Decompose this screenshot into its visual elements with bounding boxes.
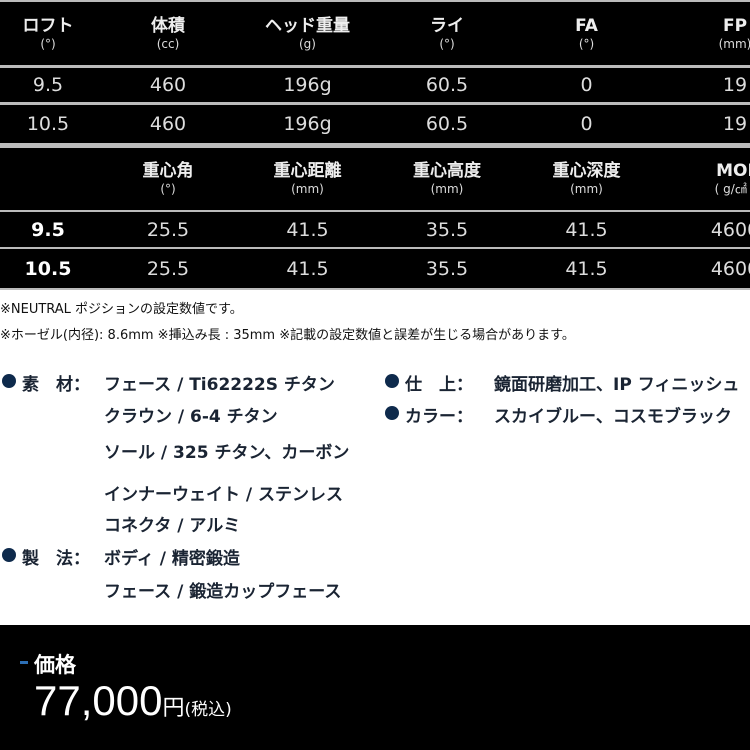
header-cell: 重心高度 (mm) <box>392 148 502 210</box>
table-cell: 35.5 <box>425 257 469 280</box>
price-label: 価格 <box>34 653 76 677</box>
table-header: ロフト (°) 体積 (cc) ヘッド重量 (g) ライ (°) FA (°) FP (mm) <box>0 2 750 65</box>
table-row: 9.5 25.5 41.5 35.5 41.5 4600 <box>0 212 750 247</box>
table-cell: 0 <box>580 113 593 135</box>
material-value: インナーウェイト / ステンレス <box>104 485 344 505</box>
header-title: FP <box>722 15 748 36</box>
header-unit: (mm) <box>430 182 464 196</box>
table-cell: 19 <box>722 74 748 96</box>
header-cell: FP (mm) <box>680 2 750 65</box>
table-cell: 0 <box>580 74 593 96</box>
header-unit: (mm) <box>570 182 603 196</box>
table-cell: 41.5 <box>565 218 608 241</box>
header-unit: (cc) <box>156 36 180 51</box>
header-cell: FA (°) <box>532 2 642 65</box>
table-cell: 10.5 <box>26 113 70 135</box>
price-unit: 円 <box>162 696 185 721</box>
header-unit: (°) <box>439 36 455 51</box>
bullet-icon <box>385 374 399 388</box>
price-section: 価格 77,000円(税込) <box>0 625 750 750</box>
table-cell: 196g <box>283 113 332 135</box>
header-title: 重心高度 <box>413 161 481 181</box>
table-cell: 60.5 <box>425 74 469 96</box>
table-cell: 9.5 <box>31 218 65 241</box>
table-cell: 19 <box>722 113 748 135</box>
table-cell: 196g <box>283 74 332 96</box>
header-unit: (°) <box>40 36 56 51</box>
table-row: 10.5 460 196g 60.5 0 19 <box>0 105 750 143</box>
header-cell: ロフト (°) <box>0 2 103 65</box>
header-title: 重心深度 <box>552 161 621 181</box>
header-cell: 体積 (cc) <box>113 2 223 65</box>
table-row: 10.5 25.5 41.5 35.5 41.5 4600 <box>0 249 750 288</box>
header-title: 体積 <box>151 15 185 36</box>
header-unit: (°) <box>160 182 176 196</box>
price-amount: 77,000 <box>34 677 163 724</box>
header-title: 重心角 <box>142 161 194 181</box>
header-cell: ライ (°) <box>392 2 502 65</box>
note-hosel: ※ホーゼル(内径): 8.6mm ※挿込み長 : 35mm ※記載の設定数値と誤… <box>0 328 575 343</box>
table-cell: 460 <box>149 113 187 135</box>
color-value: スカイブルー、コスモブラック <box>494 407 732 427</box>
accent-dash-icon <box>20 661 28 664</box>
material-label: 素 材： <box>22 375 90 395</box>
header-cell: ヘッド重量 (g) <box>253 2 363 65</box>
material-value: フェース / Ti62222S チタン <box>104 375 335 395</box>
material-value: ソール / 325 チタン、カーボン <box>104 443 350 463</box>
table-cell: 35.5 <box>425 218 469 241</box>
table-cell: 25.5 <box>146 218 190 241</box>
table-header: 重心角(°)重心距離(mm)重心高度(mm)重心深度(mm)MOI( g/㎠ ) <box>0 148 750 210</box>
table-cell: 9.5 <box>32 74 64 96</box>
note-neutral: ※NEUTRAL ポジションの設定数値です。 <box>0 302 243 317</box>
finish-label: 仕 上： <box>405 375 473 395</box>
header-cell <box>0 148 103 210</box>
material-value: クラウン / 6-4 チタン <box>104 407 278 427</box>
price-tax: (税込) <box>184 700 232 720</box>
method-value: ボディ / 精密鍛造 <box>104 549 240 569</box>
table-cell: 460 <box>149 74 187 96</box>
header-title: MOI <box>716 161 750 181</box>
material-value: コネクタ / アルミ <box>104 516 241 536</box>
spec-tables: ロフト (°) 体積 (cc) ヘッド重量 (g) ライ (°) FA (°) FP (mm) 9.5 4… <box>0 0 750 290</box>
header-unit: (mm) <box>718 36 750 51</box>
method-value: フェース / 鍛造カップフェース <box>104 582 342 602</box>
table-cell: 41.5 <box>286 218 329 241</box>
table-cell: 4600 <box>710 218 750 241</box>
table-cell: 41.5 <box>565 257 608 280</box>
header-cell: MOI( g/㎠ ) <box>680 148 750 210</box>
header-cell: 重心深度 (mm) <box>532 148 642 210</box>
header-unit: (mm) <box>291 182 324 196</box>
table-cell: 10.5 <box>24 257 72 280</box>
header-cell: 重心距離 (mm) <box>253 148 363 210</box>
bullet-icon <box>385 406 399 420</box>
table-cell: 41.5 <box>286 257 329 280</box>
header-title: FA <box>575 15 598 36</box>
header-cell: 重心角 (°) <box>113 148 223 210</box>
header-unit: ( g/㎠ ) <box>714 182 750 196</box>
header-title: ライ <box>430 15 464 36</box>
header-title: 重心距離 <box>273 161 342 181</box>
bullet-icon <box>2 374 16 388</box>
bullet-icon <box>2 548 16 562</box>
table-row: 9.5 460 196g 60.5 0 19 <box>0 68 750 102</box>
table-cell: 25.5 <box>146 257 190 280</box>
method-label: 製 法： <box>22 549 90 569</box>
header-unit: (g) <box>299 36 316 51</box>
table-cell: 60.5 <box>425 113 469 135</box>
header-title: ヘッド重量 <box>265 15 350 36</box>
header-unit: (°) <box>578 36 595 51</box>
finish-value: 鏡面研磨加工、IP フィニッシュ <box>494 375 740 395</box>
table-cell: 4600 <box>710 257 750 280</box>
color-label: カラー： <box>405 407 473 427</box>
header-title: ロフト <box>22 15 74 36</box>
